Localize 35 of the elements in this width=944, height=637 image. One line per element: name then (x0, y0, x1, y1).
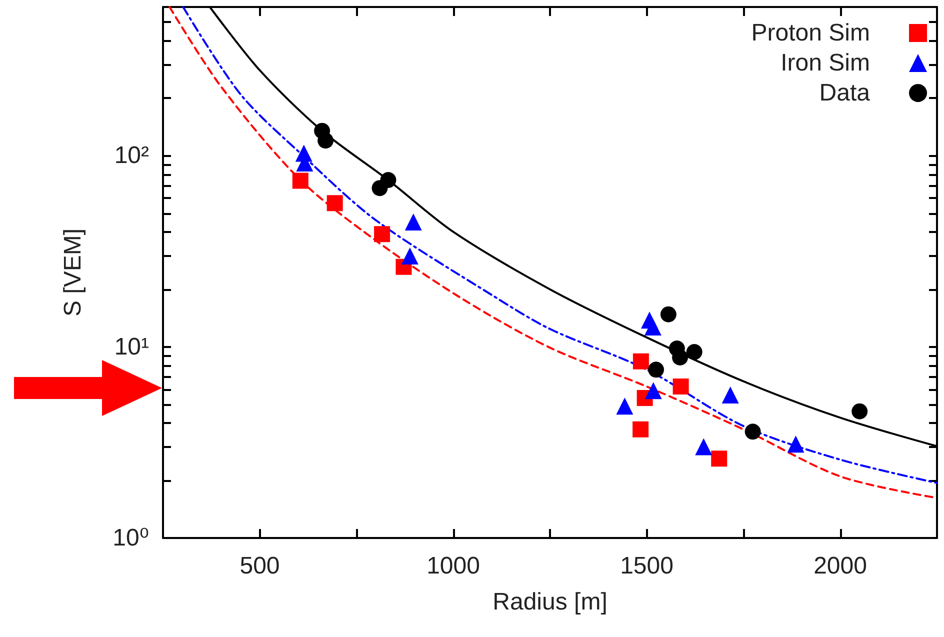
x-tick-label: 1000 (426, 552, 480, 580)
point (672, 378, 689, 395)
legend-label: Proton Sim (751, 20, 870, 46)
point (660, 306, 676, 322)
point (318, 132, 334, 149)
point (672, 349, 688, 366)
point (852, 403, 868, 420)
legend-label: Iron Sim (780, 50, 870, 76)
point (616, 398, 634, 415)
x-tick-label: 1500 (620, 552, 674, 580)
point (632, 353, 649, 370)
x-axis-title: Radius [m] (492, 588, 608, 616)
y-tick-label: 10¹ (114, 333, 150, 360)
point (292, 172, 308, 189)
point (711, 450, 728, 467)
point (374, 226, 390, 242)
point (695, 438, 712, 456)
point (372, 180, 388, 196)
point (648, 362, 664, 378)
point (644, 382, 662, 400)
point (401, 247, 418, 264)
point (744, 424, 761, 440)
point (632, 421, 649, 438)
point (644, 318, 662, 336)
point (686, 344, 702, 360)
point (787, 436, 804, 453)
point (722, 386, 739, 404)
point (326, 195, 343, 212)
y-tick-label: 10⁰ (112, 524, 149, 552)
legend-label: Data (819, 80, 871, 106)
y-axis-title: S [VEM] (60, 228, 86, 317)
x-tick-label: 500 (240, 552, 280, 580)
x-tick-label: 2000 (814, 552, 867, 580)
point (404, 214, 422, 231)
y-tick-label: 10² (114, 142, 150, 170)
